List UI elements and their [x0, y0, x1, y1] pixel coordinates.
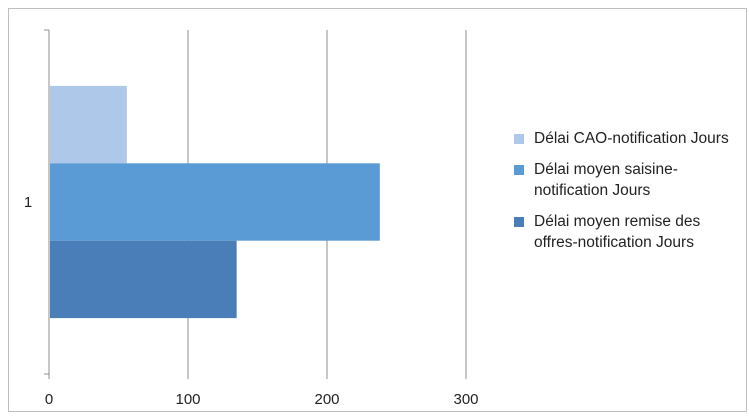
bars	[50, 85, 380, 319]
legend-item-1: Délai CAO-notification Jours	[514, 128, 734, 149]
legend-item-2: Délai moyen saisine-notification Jours	[514, 159, 734, 201]
legend: Délai CAO-notification Jours Délai moyen …	[514, 128, 734, 263]
x-tick-label: 0	[45, 391, 53, 408]
x-tick-label: 100	[175, 391, 200, 408]
legend-swatch	[514, 165, 524, 175]
bar-series-3	[50, 240, 237, 319]
legend-label: Délai moyen remise des offres-notificati…	[534, 213, 701, 251]
legend-swatch	[514, 134, 524, 144]
bar-series-1	[50, 85, 127, 164]
legend-label: Délai moyen saisine-notification Jours	[534, 161, 678, 199]
bar-series-2	[50, 163, 380, 241]
legend-label: Délai CAO-notification Jours	[534, 130, 729, 147]
legend-item-3: Délai moyen remise des offres-notificati…	[514, 211, 734, 253]
x-tick-label: 300	[453, 391, 478, 408]
axes	[44, 29, 467, 379]
y-category-label: 1	[24, 194, 32, 211]
x-tick-label: 200	[314, 391, 339, 408]
tick-labels: 0 100 200 300 1	[24, 194, 479, 408]
legend-swatch	[514, 217, 524, 227]
